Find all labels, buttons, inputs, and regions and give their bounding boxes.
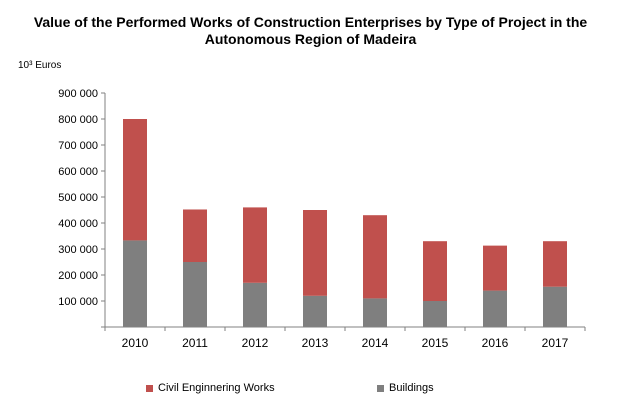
y-tick-label: 700 000: [58, 140, 98, 152]
axes-group: [101, 92, 586, 331]
bar-civil-engineering-2016: [483, 245, 507, 291]
x-tick-label-2012: 2012: [242, 336, 269, 350]
legend-label-civil-engineering: Civil Enginnering Works: [158, 382, 275, 394]
y-tick-label: 800 000: [58, 114, 98, 126]
bars-group: [123, 119, 567, 327]
bar-buildings-2010: [123, 240, 147, 327]
bar-civil-engineering-2010: [123, 119, 147, 241]
x-tick-labels-group: 2010 2011 2012 2013 2014 2015 2016 2017: [122, 336, 569, 350]
y-tick-label: 200 000: [58, 270, 98, 282]
legend-swatch-buildings: [377, 384, 384, 392]
x-tick-label-2010: 2010: [122, 336, 149, 350]
bar-civil-engineering-2011: [183, 209, 207, 262]
legend-swatch-civil-engineering: [146, 384, 153, 392]
bar-civil-engineering-2014: [363, 215, 387, 299]
y-tick-labels-group: 100 000 200 000 300 000 400 000 500 000 600 0…: [58, 88, 98, 308]
y-tick-label: 500 000: [58, 192, 98, 204]
bar-buildings-2013: [303, 295, 327, 327]
x-tick-label-2013: 2013: [302, 336, 329, 350]
bar-buildings-2011: [183, 262, 207, 327]
bar-civil-engineering-2012: [243, 207, 267, 283]
y-tick-label: 300 000: [58, 244, 98, 256]
bar-civil-engineering-2013: [303, 210, 327, 296]
x-tick-label-2017: 2017: [542, 336, 569, 350]
bar-buildings-2016: [483, 290, 507, 327]
bar-civil-engineering-2015: [423, 241, 447, 301]
x-tick-label-2015: 2015: [422, 336, 449, 350]
y-axis-unit-label: 10³ Euros: [18, 60, 62, 71]
bar-buildings-2014: [363, 298, 387, 327]
legend-item-buildings: Buildings: [377, 382, 434, 394]
bar-buildings-2015: [423, 301, 447, 327]
bar-civil-engineering-2017: [543, 241, 567, 287]
chart-title: Value of the Performed Works of Construc…: [0, 14, 621, 48]
x-tick-label-2016: 2016: [482, 336, 509, 350]
x-tick-label-2011: 2011: [182, 336, 208, 350]
x-tick-label-2014: 2014: [362, 336, 389, 350]
y-tick-label: 100 000: [58, 296, 98, 308]
chart-title-line-2: Autonomous Region of Madeira: [204, 31, 417, 47]
y-tick-label: 900 000: [58, 88, 98, 100]
legend-label-buildings: Buildings: [389, 382, 434, 394]
chart-title-line-1: Value of the Performed Works of Construc…: [33, 14, 588, 30]
legend-item-civil-engineering: Civil Enginnering Works: [146, 382, 275, 394]
bar-buildings-2017: [543, 286, 567, 327]
y-tick-label: 400 000: [58, 218, 98, 230]
y-tick-label: 600 000: [58, 166, 98, 178]
bar-buildings-2012: [243, 282, 267, 327]
